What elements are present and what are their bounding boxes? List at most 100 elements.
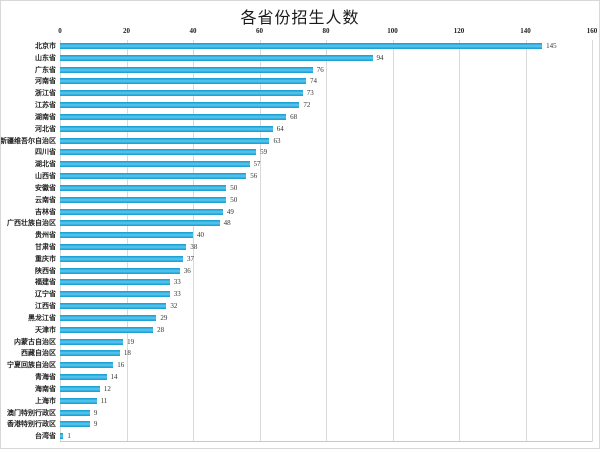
bar: [60, 113, 287, 120]
gridline: [392, 40, 394, 442]
value-label: 73: [306, 89, 314, 98]
bar: [60, 350, 120, 357]
bar: [60, 90, 303, 97]
value-label: 37: [187, 254, 195, 263]
bar-row: 澳门特别行政区 9: [7, 407, 592, 419]
bar-row: 台湾省 1: [35, 430, 592, 442]
value-label: 1: [67, 432, 71, 441]
gridline: [259, 40, 261, 442]
bar: [60, 161, 250, 168]
category-label: 江西省: [35, 302, 56, 311]
x-tick-label: 20: [123, 27, 130, 35]
category-label: 青海省: [35, 373, 56, 382]
bar: [60, 54, 373, 61]
bar: [60, 303, 167, 310]
category-label: 福建省: [35, 278, 56, 287]
category-label: 黑龙江省: [28, 313, 56, 322]
bar: [60, 433, 64, 440]
value-label: 28: [157, 325, 165, 334]
x-tick-label: 120: [453, 27, 465, 35]
bar-row: 江西省 32: [35, 300, 592, 312]
bar-row: 湖南省 68: [35, 111, 592, 123]
category-label: 四川省: [35, 148, 56, 157]
bar: [60, 149, 257, 156]
chart-title: 各省份招生人数: [240, 10, 360, 27]
bar-row: 浙江省 73: [35, 87, 592, 99]
gridline: [60, 40, 61, 442]
bar-row: 安徽省 50: [35, 182, 592, 194]
value-label: 11: [100, 396, 108, 405]
bar: [60, 374, 107, 381]
gridline: [326, 40, 327, 442]
value-label: 68: [290, 112, 298, 121]
category-label: 广东省: [35, 65, 56, 74]
value-label: 16: [117, 361, 125, 370]
value-label: 59: [260, 148, 268, 157]
category-label: 河南省: [35, 77, 56, 86]
category-label: 甘肃省: [35, 242, 56, 251]
bar-row: 青海省 14: [35, 371, 592, 383]
bar-row: 新疆维吾尔自治区 63: [1, 135, 592, 147]
category-label: 新疆维吾尔自治区: [0, 136, 56, 145]
bar: [60, 102, 300, 109]
x-tick-label: 0: [58, 27, 62, 35]
category-label: 内蒙古自治区: [14, 337, 56, 346]
category-label: 陕西省: [35, 266, 56, 275]
x-tick-label: 40: [189, 27, 197, 35]
bar: [60, 338, 124, 345]
x-tick-label: 160: [586, 27, 598, 35]
value-label: 72: [303, 101, 311, 110]
gridline: [592, 40, 593, 442]
bar: [60, 409, 90, 416]
x-tick-label: 140: [520, 27, 531, 35]
value-label: 9: [93, 420, 98, 429]
value-label: 50: [230, 195, 238, 204]
value-label: 63: [273, 136, 281, 145]
category-label: 北京市: [35, 41, 56, 50]
bar: [60, 184, 227, 191]
bar: [60, 208, 223, 215]
bar-row: 香港特别行政区 9: [7, 419, 592, 431]
category-label: 江苏省: [35, 101, 56, 110]
category-label: 宁夏回族自治区: [7, 361, 56, 370]
bar-row: 山西省 56: [35, 170, 592, 182]
category-label: 安徽省: [35, 183, 56, 192]
gridline: [126, 40, 128, 442]
bar-row: 北京市 145: [35, 40, 592, 52]
category-label: 湖北省: [35, 160, 56, 169]
value-label: 50: [230, 183, 238, 192]
value-label: 9: [93, 408, 98, 417]
bar-row: 西藏自治区 18: [21, 348, 592, 360]
bar: [60, 362, 114, 369]
value-label: 56: [250, 172, 258, 181]
value-label: 14: [110, 373, 118, 382]
category-label: 浙江省: [35, 89, 56, 98]
bar: [60, 397, 97, 404]
bar: [60, 137, 270, 144]
value-label: 19: [127, 337, 135, 346]
value-label: 12: [103, 384, 111, 393]
bar-row: 江苏省 72: [35, 99, 592, 111]
bar-row: 吉林省 49: [35, 206, 592, 218]
bar: [60, 314, 157, 321]
plot-area: 北京市 145 山东省 94 广东省 76 河南省 74 浙江省 73 江苏省 72 湖南省 68 河北省 6…: [1, 40, 593, 442]
x-tick-label: 80: [322, 27, 330, 35]
value-label: 32: [170, 302, 178, 311]
category-label: 吉林省: [35, 207, 56, 216]
gridline: [193, 40, 194, 442]
category-label: 河北省: [35, 124, 56, 133]
bar-row: 天津市 28: [35, 324, 592, 336]
category-label: 天津市: [35, 325, 56, 334]
bar-row: 陕西省 36: [35, 265, 592, 277]
value-label: 49: [226, 207, 234, 216]
bar-row: 河南省 74: [35, 75, 592, 87]
category-label: 贵州省: [35, 231, 56, 240]
category-label: 西藏自治区: [21, 349, 56, 358]
value-label: 94: [376, 53, 384, 62]
category-label: 海南省: [35, 384, 56, 393]
category-label: 重庆市: [35, 254, 56, 263]
bar: [60, 42, 543, 49]
bar: [60, 326, 154, 333]
value-label: 74: [310, 77, 318, 86]
